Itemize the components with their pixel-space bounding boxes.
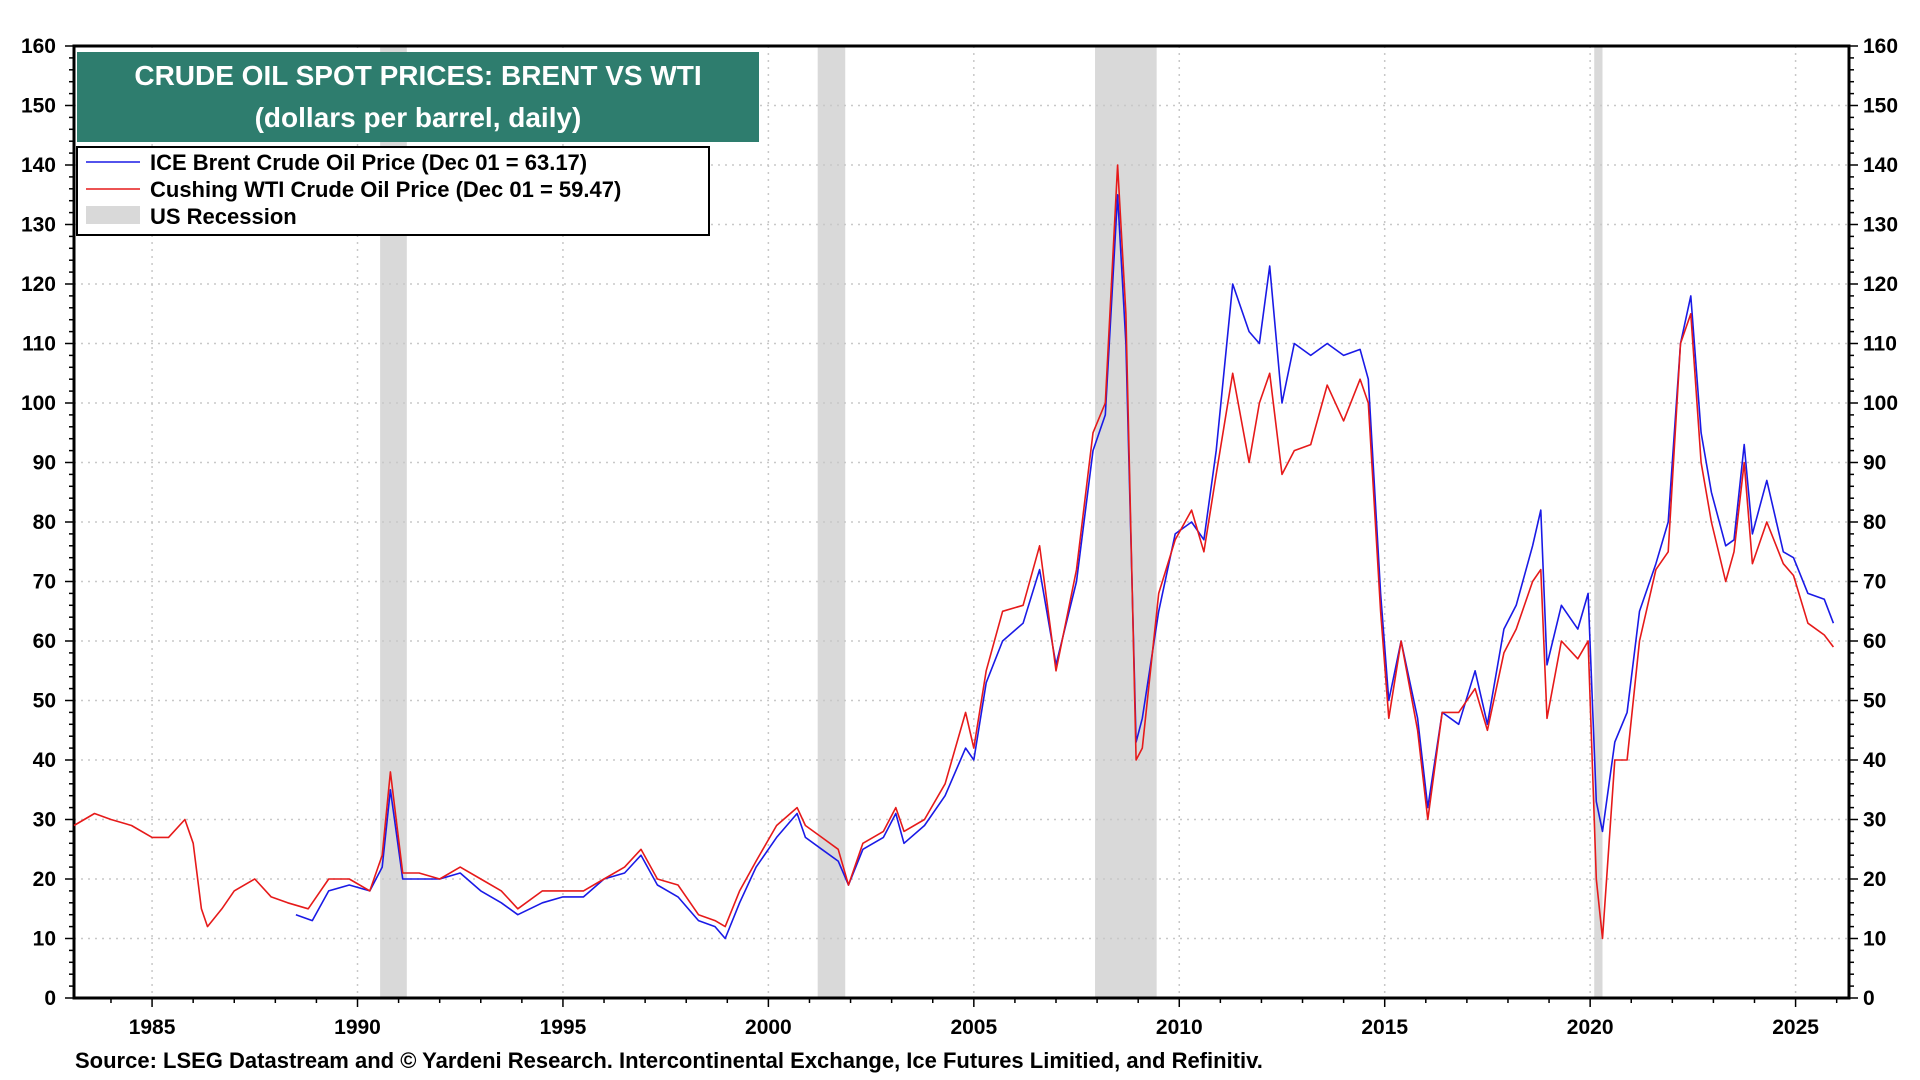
y-tick-label-right: 120 [1863,273,1898,296]
y-tick-label-right: 150 [1863,95,1898,118]
y-axis-left-labels: 0 10 20 30 40 50 60 70 80 90 100 110 120 130 140 150 160 [21,35,56,1010]
x-tick-label: 1995 [540,1016,587,1039]
legend-recession-swatch [86,206,140,224]
y-tick-label-left: 20 [33,868,56,891]
title-box: CRUDE OIL SPOT PRICES: BRENT VS WTI (dol… [77,52,759,142]
legend-box [76,146,710,236]
y-tick-label-left: 150 [21,95,56,118]
y-tick-label-right: 100 [1863,392,1898,415]
y-tick-label-right: 160 [1863,35,1898,58]
legend-wti-label: Cushing WTI Crude Oil Price (Dec 01 = 59… [150,177,621,202]
x-tick-label: 2010 [1156,1016,1203,1039]
y-tick-label-left: 120 [21,273,56,296]
legend-recession-label: US Recession [150,204,297,229]
source-note: Source: LSEG Datastream and © Yardeni Re… [75,1048,1263,1073]
series-lines [73,164,1835,940]
title-background [77,52,759,142]
y-tick-label-left: 160 [21,35,56,58]
legend-brent-label: ICE Brent Crude Oil Price (Dec 01 = 63.1… [150,150,587,175]
y-tick-label-left: 110 [22,333,56,356]
y-tick-label-right: 80 [1863,511,1886,534]
series-line-wti [73,164,1835,940]
y-tick-label-left: 140 [21,154,56,177]
chart-title: CRUDE OIL SPOT PRICES: BRENT VS WTI [134,60,701,91]
recession-band [1594,46,1603,998]
x-tick-label: 1985 [129,1016,176,1039]
y-tick-label-right: 40 [1863,749,1886,772]
y-tick-label-right: 20 [1863,868,1886,891]
x-tick-label: 2020 [1567,1016,1614,1039]
series-line-brent [295,194,1835,940]
chart-subtitle: (dollars per barrel, daily) [255,102,582,133]
y-tick-label-right: 60 [1863,630,1886,653]
y-tick-label-right: 0 [1863,987,1875,1010]
y-tick-label-right: 90 [1863,452,1886,475]
axis-ticks [65,45,1858,1007]
y-tick-label-left: 80 [33,511,56,534]
y-tick-label-left: 130 [21,214,56,237]
x-tick-label: 2015 [1361,1016,1408,1039]
y-tick-label-right: 130 [1863,214,1898,237]
y-axis-right-labels: 0 10 20 30 40 50 60 70 80 90 100 110 120 130 140 150 160 [1863,35,1898,1010]
x-tick-label: 2000 [745,1016,792,1039]
y-tick-label-left: 10 [33,928,56,951]
y-tick-label-left: 100 [21,392,56,415]
x-tick-label: 2025 [1772,1016,1819,1039]
x-axis-labels: 1985 1990 1995 2000 2005 2010 2015 2020 2025 [129,1016,1820,1039]
y-tick-label-left: 0 [44,987,56,1010]
y-tick-label-right: 140 [1863,154,1898,177]
y-tick-label-left: 30 [33,809,56,832]
y-tick-label-right: 70 [1863,571,1886,594]
y-tick-label-left: 70 [33,571,56,594]
x-tick-label: 2005 [950,1016,997,1039]
y-tick-label-right: 50 [1863,690,1886,713]
y-tick-label-left: 40 [33,749,56,772]
x-tick-label: 1990 [334,1016,381,1039]
y-tick-label-right: 110 [1863,333,1897,356]
legend: ICE Brent Crude Oil Price (Dec 01 = 63.1… [76,146,710,236]
y-tick-label-right: 10 [1863,928,1886,951]
y-tick-label-right: 30 [1863,809,1886,832]
y-tick-label-left: 90 [33,452,56,475]
y-tick-label-left: 50 [33,690,56,713]
y-tick-label-left: 60 [33,630,56,653]
